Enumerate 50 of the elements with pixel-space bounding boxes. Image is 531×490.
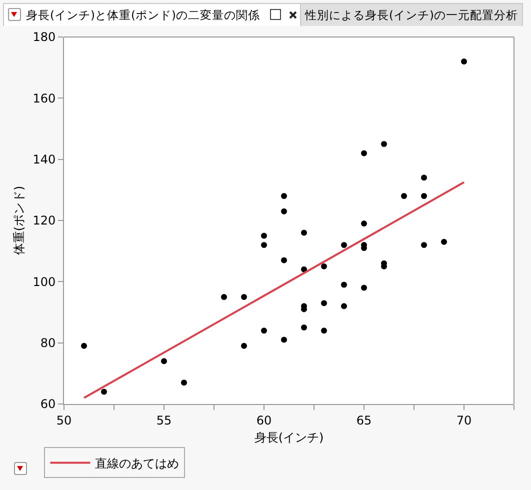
y-tick-label: 180: [32, 30, 56, 44]
point: [281, 257, 287, 264]
x-tick-label: 55: [156, 413, 172, 428]
x-tick-label: 65: [356, 413, 372, 428]
point: [301, 230, 307, 236]
point: [261, 232, 267, 239]
point: [461, 58, 467, 64]
point: [341, 303, 347, 310]
point: [181, 380, 187, 386]
point: [221, 294, 227, 300]
point: [81, 342, 87, 349]
point: [341, 282, 347, 288]
point: [321, 300, 327, 306]
point: [281, 193, 287, 200]
point: [381, 141, 387, 148]
y-tick-label: 100: [32, 274, 56, 289]
y-tick-label: 60: [40, 397, 56, 412]
point: [281, 208, 287, 214]
x-tick-label: 60: [256, 413, 272, 428]
y-tick-label: 80: [40, 336, 56, 350]
point: [341, 242, 347, 248]
text: 性別による身長(インチ)の一元配置分析: [305, 8, 518, 22]
point: [321, 328, 327, 334]
x-tick-label: 50: [56, 413, 72, 428]
point: [361, 284, 367, 291]
y-tick-label: 140: [32, 152, 56, 167]
legend-label: 直線のあてはめ: [95, 456, 180, 470]
point: [261, 328, 267, 334]
point: [361, 220, 367, 227]
point: [421, 242, 427, 248]
point: [321, 263, 327, 270]
point: [101, 388, 107, 395]
point: [161, 358, 167, 364]
point: [441, 238, 447, 245]
point: [261, 242, 267, 248]
y-tick-label: 160: [32, 91, 56, 106]
y-tick-label: 120: [32, 214, 56, 228]
chart-title: 身長(インチ)と体重(ポンド)の二変量の関係: [26, 8, 260, 22]
point: [281, 336, 287, 343]
point: [301, 324, 307, 331]
point: [401, 193, 407, 200]
x-axis-title: 身長(インチ): [254, 430, 324, 444]
point: [301, 266, 307, 272]
point: [361, 150, 367, 156]
point: [421, 193, 427, 200]
point: [241, 294, 247, 300]
point: [421, 174, 427, 181]
y-axis-title: 体重(ポンド): [12, 186, 26, 256]
point: [241, 342, 247, 349]
x-tick-label: 70: [456, 413, 472, 428]
